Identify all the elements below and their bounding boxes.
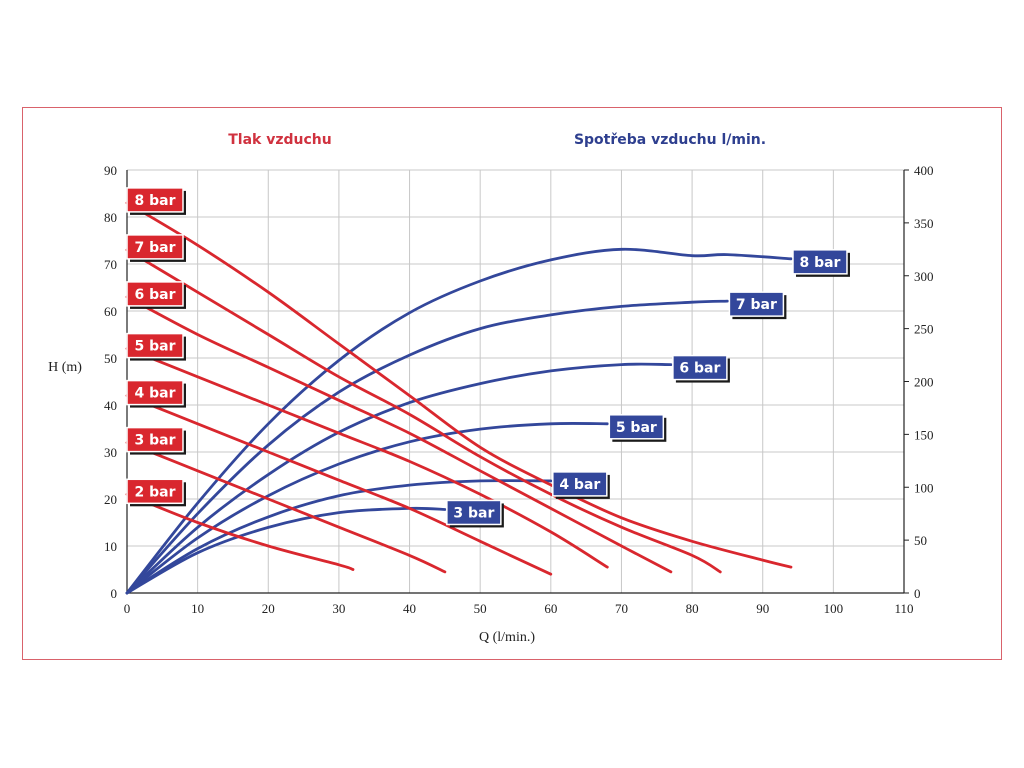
consumption-curve-7-bar [125,299,729,595]
pressure-header: Tlak vzduchu [228,132,331,148]
consumption-tag-label: 3 bar [453,505,494,521]
right-y-tick-labels: 0 50 100 150 200 250 300 350 400 [904,163,934,601]
x-axis-label: Q (l/min.) [479,630,535,645]
consumption-tag-box [792,249,848,275]
x-tick-70: 70 [615,601,628,616]
x-tick-50: 50 [474,601,487,616]
left-y-tick-0: 0 [111,586,118,601]
x-tick-0: 0 [124,601,131,616]
consumption-tags: 8 bar 7 bar 6 bar 5 bar 4 bar 3 bar [446,249,850,528]
pressure-tag-box [126,332,184,359]
consumption-curve-6-bar [125,362,673,595]
x-tick-90: 90 [756,601,769,616]
right-y-tick-0: 0 [914,586,921,601]
right-y-tick-400: 400 [914,163,934,178]
pressure-curve-7-bar [125,248,722,574]
consumption-header: Spotřeba vzduchu l/min. [574,132,766,148]
chart-frame [22,107,1002,660]
pressure-tag-3-bar: 3 bar [126,426,186,455]
consumption-tag-box [552,471,608,497]
consumption-curve-8-bar [125,247,793,595]
left-y-tick-labels: 0 10 20 30 40 50 60 70 80 90 [104,163,117,601]
pressure-tags: 8 bar 7 bar 6 bar 5 bar 4 bar 3 bar 2 bar [126,187,186,507]
consumption-tag-8-bar: 8 bar [792,249,850,277]
pressure-tag-label: 3 bar [135,433,176,449]
x-tick-80: 80 [686,601,699,616]
consumption-tag-label: 7 bar [736,297,777,313]
pressure-tag-box [126,478,184,505]
left-y-tick-10: 10 [104,539,117,554]
left-y-tick-60: 60 [104,304,117,319]
pressure-tag-box [126,379,184,406]
right-y-tick-250: 250 [914,322,934,337]
grid-lines [126,169,905,594]
consumption-tag-5-bar: 5 bar [608,414,667,442]
x-tick-40: 40 [403,601,416,616]
pressure-tag-label: 7 bar [135,240,176,256]
consumption-tag-label: 4 bar [559,477,600,493]
pressure-tag-8-bar: 8 bar [126,187,186,215]
pressure-curve-3-bar [125,441,447,574]
x-tick-60: 60 [544,601,557,616]
consumption-tag-label: 8 bar [799,255,840,271]
consumption-tag-box [672,354,728,381]
pressure-tag-label: 6 bar [135,287,176,303]
right-y-tick-300: 300 [914,269,934,284]
pressure-tag-label: 2 bar [135,484,176,500]
x-tick-110: 110 [894,601,913,616]
consumption-tag-7-bar: 7 bar [728,291,787,320]
x-tick-30: 30 [332,601,345,616]
left-y-tick-20: 20 [104,492,117,507]
pressure-tag-box [126,234,184,260]
right-y-tick-150: 150 [914,427,934,442]
pressure-tag-2-bar: 2 bar [126,478,186,507]
pressure-tag-box [126,426,184,453]
x-tick-100: 100 [824,601,844,616]
pressure-tag-5-bar: 5 bar [126,332,186,361]
consumption-tag-4-bar: 4 bar [552,471,610,499]
pressure-tag-label: 8 bar [135,193,176,209]
pressure-tag-4-bar: 4 bar [126,379,186,408]
pressure-tag-7-bar: 7 bar [126,234,186,262]
right-y-tick-50: 50 [914,533,927,548]
consumption-tag-label: 5 bar [616,420,657,436]
pressure-curves [125,201,793,576]
left-y-tick-30: 30 [104,445,117,460]
x-tick-labels: 0 10 20 30 40 50 60 70 80 90 100 110 [124,601,914,616]
pressure-curve-6-bar [125,295,673,574]
pressure-tag-label: 4 bar [135,386,176,402]
consumption-tag-box [608,414,665,440]
left-y-tick-80: 80 [104,210,117,225]
consumption-curve-5-bar [125,422,609,595]
pressure-tag-box [126,281,184,307]
right-y-tick-350: 350 [914,216,934,231]
right-y-tick-100: 100 [914,480,934,495]
left-y-tick-50: 50 [104,351,117,366]
consumption-tag-label: 6 bar [679,361,720,377]
pressure-curve-4-bar [125,394,553,576]
y-axis-label: H (m) [48,360,82,375]
x-tick-20: 20 [262,601,275,616]
pressure-curve-5-bar [125,347,609,569]
pressure-curve-8-bar [125,201,793,569]
consumption-tag-3-bar: 3 bar [446,499,504,528]
left-y-tick-40: 40 [104,398,117,413]
pressure-tag-box [126,187,184,213]
pressure-curve-2-bar [125,492,355,571]
left-y-tick-70: 70 [104,257,117,272]
left-y-tick-90: 90 [104,163,117,178]
consumption-tag-box [728,291,785,317]
pressure-tag-6-bar: 6 bar [126,281,186,309]
consumption-curve-4-bar [125,479,553,595]
consumption-tag-6-bar: 6 bar [672,354,730,383]
consumption-tag-box [446,499,502,526]
x-tick-10: 10 [191,601,204,616]
right-y-tick-200: 200 [914,375,934,390]
pressure-tag-label: 5 bar [135,339,176,355]
